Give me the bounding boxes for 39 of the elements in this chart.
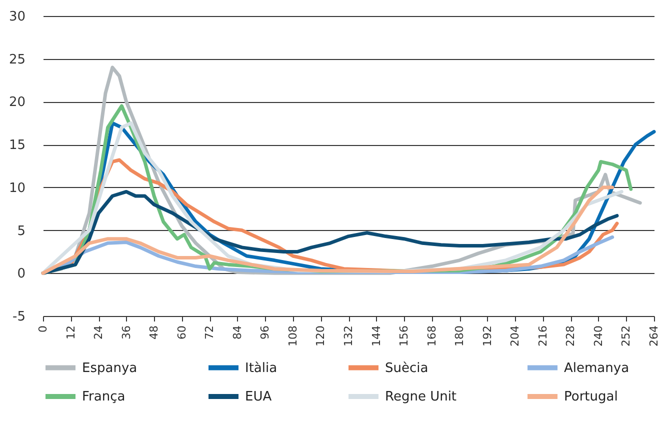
legend-label: Regne Unit: [385, 390, 457, 404]
x-tick-label: 132: [342, 326, 355, 346]
y-tick-label: 10: [8, 180, 26, 196]
x-tick-label: 0: [36, 326, 50, 332]
x-tick-label: 168: [425, 326, 438, 346]
legend-label: França: [82, 390, 126, 404]
x-tick-label: 120: [314, 326, 328, 346]
x-tick-label: 240: [592, 326, 605, 346]
legend-label: Alemanya: [564, 360, 630, 376]
x-tick-label: 48: [148, 326, 161, 340]
legend-label: Itàlia: [245, 360, 278, 376]
x-tick-label: 60: [175, 326, 188, 340]
x-tick-label: 72: [203, 326, 216, 340]
y-tick-label: -5: [12, 310, 26, 324]
legend-label: Portugal: [564, 390, 618, 404]
x-tick-label: 228: [564, 326, 578, 346]
x-tick-label: 264: [648, 326, 660, 346]
x-tick-label: 108: [286, 326, 300, 346]
x-tick-label: 252: [620, 326, 633, 346]
x-tick-label: 192: [480, 326, 494, 346]
legend-label: Espanya: [82, 360, 138, 376]
x-tick-label: 96: [258, 326, 272, 340]
legend-label: Suècia: [385, 360, 428, 376]
y-tick-label: 0: [17, 266, 26, 282]
x-tick-label: 24: [92, 326, 106, 340]
x-tick-label: 36: [120, 326, 133, 340]
x-tick-label: 156: [398, 326, 411, 346]
x-tick-label: 216: [536, 326, 550, 346]
y-tick-label: 20: [8, 95, 26, 110]
legend-label: EUA: [245, 390, 272, 404]
y-tick-label: 5: [17, 224, 26, 239]
x-tick-label: 12: [64, 326, 78, 340]
x-tick-label: 180: [453, 326, 466, 346]
x-tick-label: 84: [230, 326, 244, 340]
y-tick-label: 30: [8, 10, 26, 24]
x-tick-label: 144: [370, 326, 383, 346]
x-tick-label: 204: [508, 326, 522, 346]
y-tick-label: 15: [8, 138, 26, 154]
y-tick-label: 25: [8, 52, 26, 68]
